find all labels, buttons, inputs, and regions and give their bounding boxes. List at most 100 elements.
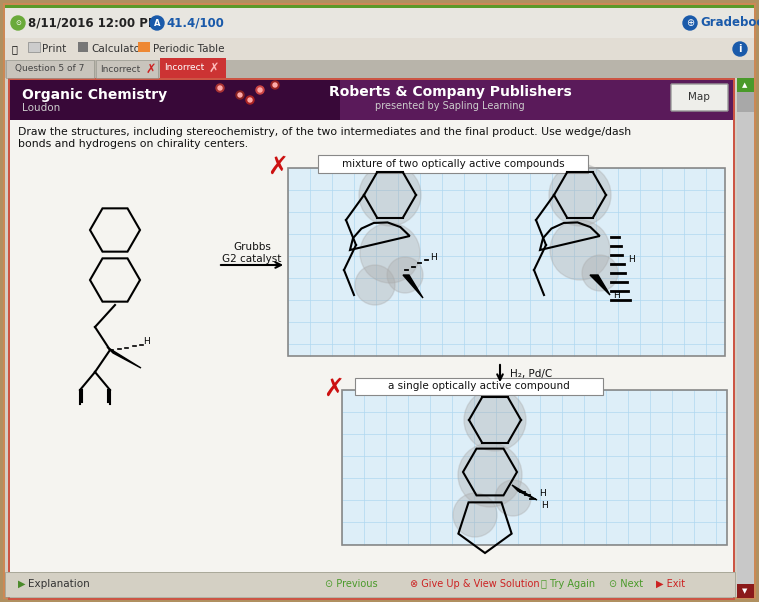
Bar — [160, 58, 226, 78]
Bar — [737, 92, 754, 112]
Text: ▲: ▲ — [742, 82, 748, 88]
Bar — [6, 60, 94, 78]
Text: H: H — [539, 488, 546, 497]
Text: ⊗ Give Up & View Solution: ⊗ Give Up & View Solution — [410, 579, 540, 589]
Bar — [5, 38, 754, 60]
Text: ⊕: ⊕ — [686, 18, 694, 28]
Text: Print: Print — [42, 44, 66, 54]
Text: Question 5 of 7: Question 5 of 7 — [15, 64, 85, 73]
Text: 41.4/100: 41.4/100 — [166, 16, 224, 29]
Circle shape — [256, 86, 264, 94]
Text: Gradebook: Gradebook — [700, 16, 759, 29]
Text: Explanation: Explanation — [28, 579, 90, 589]
Circle shape — [248, 98, 252, 102]
Bar — [28, 42, 40, 52]
Text: Incorrect: Incorrect — [100, 64, 140, 73]
Bar — [318, 155, 588, 173]
Bar — [355, 378, 603, 395]
Circle shape — [359, 164, 421, 226]
Bar — [318, 155, 588, 173]
Bar — [355, 378, 603, 395]
Text: Map: Map — [688, 92, 710, 102]
Circle shape — [458, 443, 522, 507]
Text: H: H — [613, 291, 620, 300]
Text: 8/11/2016 12:00 PM: 8/11/2016 12:00 PM — [28, 16, 159, 29]
Circle shape — [550, 220, 610, 280]
Text: Roberts & Company Publishers: Roberts & Company Publishers — [329, 85, 572, 99]
Circle shape — [11, 16, 25, 30]
Text: H: H — [541, 501, 548, 510]
Text: H: H — [143, 338, 150, 347]
Circle shape — [453, 493, 497, 537]
Text: ✗: ✗ — [146, 63, 156, 75]
Circle shape — [360, 223, 420, 283]
Circle shape — [683, 16, 697, 30]
Bar — [288, 168, 725, 356]
Text: presented by Sapling Learning: presented by Sapling Learning — [375, 101, 524, 111]
Bar — [737, 584, 754, 598]
Text: Draw the structures, including stereochemistry, of the two intermediates and the: Draw the structures, including stereoche… — [18, 127, 631, 149]
Circle shape — [387, 257, 423, 293]
Bar — [96, 60, 158, 78]
Polygon shape — [107, 347, 141, 368]
Text: 🌿: 🌿 — [12, 44, 18, 54]
Bar — [5, 572, 735, 597]
Text: ✗: ✗ — [209, 61, 219, 75]
Text: ▶ Exit: ▶ Exit — [656, 579, 685, 589]
Bar — [138, 42, 150, 52]
Circle shape — [218, 86, 222, 90]
Polygon shape — [512, 485, 537, 500]
Circle shape — [238, 93, 242, 97]
Polygon shape — [590, 275, 610, 295]
Text: Incorrect: Incorrect — [164, 63, 204, 72]
Circle shape — [271, 81, 279, 89]
Bar — [10, 80, 733, 120]
Text: A: A — [154, 19, 160, 28]
Text: H: H — [430, 253, 436, 262]
Bar — [96, 60, 158, 78]
Circle shape — [495, 480, 531, 516]
Text: ⊙ Next: ⊙ Next — [609, 579, 643, 589]
Circle shape — [150, 16, 164, 30]
Bar — [288, 168, 725, 356]
Bar — [342, 390, 727, 545]
Text: 🌿 Try Again: 🌿 Try Again — [541, 579, 595, 589]
Text: ⊙: ⊙ — [15, 20, 21, 26]
Bar — [6, 60, 94, 78]
Text: ▼: ▼ — [742, 588, 748, 594]
Circle shape — [246, 96, 254, 104]
Bar — [5, 8, 754, 38]
Bar — [78, 42, 88, 52]
Circle shape — [273, 83, 277, 87]
Circle shape — [355, 265, 395, 305]
Bar — [5, 5, 754, 8]
Text: Calculator: Calculator — [91, 44, 144, 54]
Bar — [737, 78, 754, 597]
Text: ▶: ▶ — [18, 579, 26, 589]
Text: Periodic Table: Periodic Table — [153, 44, 225, 54]
Text: mixture of two optically active compounds: mixture of two optically active compound… — [342, 159, 564, 169]
Bar — [342, 390, 727, 545]
Bar — [737, 78, 754, 92]
Circle shape — [464, 389, 526, 451]
Circle shape — [549, 164, 611, 226]
Text: Grubbs
G2 catalyst: Grubbs G2 catalyst — [222, 242, 282, 264]
Bar — [5, 60, 754, 78]
Text: ✗: ✗ — [267, 155, 288, 179]
Text: H₂, Pd/C: H₂, Pd/C — [510, 369, 553, 379]
Circle shape — [236, 91, 244, 99]
Text: ⊙ Previous: ⊙ Previous — [325, 579, 378, 589]
FancyBboxPatch shape — [671, 84, 728, 111]
Bar — [10, 80, 340, 120]
Circle shape — [258, 88, 262, 92]
Text: i: i — [739, 44, 742, 54]
Bar — [5, 572, 735, 597]
Bar — [8, 78, 735, 600]
Text: Loudon: Loudon — [22, 103, 60, 113]
Text: H: H — [628, 255, 635, 264]
Circle shape — [733, 42, 747, 56]
Text: a single optically active compound: a single optically active compound — [388, 381, 570, 391]
Circle shape — [216, 84, 224, 92]
Polygon shape — [403, 275, 423, 298]
Text: ✗: ✗ — [323, 377, 345, 401]
